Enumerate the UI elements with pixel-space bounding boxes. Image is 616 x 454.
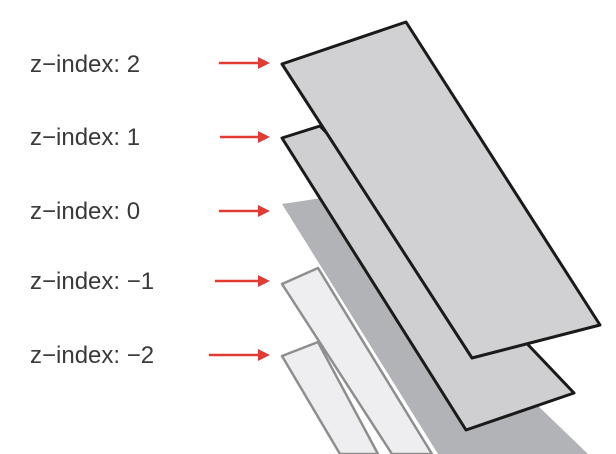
arrow-z-0 — [219, 205, 270, 217]
layer-labels: z−index: 2 z−index: 1 z−index: 0 z−index… — [30, 51, 154, 369]
sheet-z-minus-1 — [280, 266, 434, 454]
arrow-z-minus-1 — [215, 275, 270, 287]
sheet-z-2 — [280, 20, 602, 360]
label-z-1: z−index: 1 — [30, 124, 140, 151]
label-z-2: z−index: 2 — [30, 51, 140, 78]
layer-arrows — [209, 57, 270, 361]
arrow-z-minus-2 — [209, 349, 270, 361]
arrow-z-1 — [220, 131, 270, 143]
layer-sheets — [280, 20, 602, 454]
label-z-minus-1: z−index: −1 — [30, 268, 154, 295]
label-z-minus-2: z−index: −2 — [30, 342, 154, 369]
label-z-0: z−index: 0 — [30, 198, 140, 225]
sheet-z-minus-2 — [280, 340, 380, 454]
arrow-z-2 — [219, 57, 270, 69]
